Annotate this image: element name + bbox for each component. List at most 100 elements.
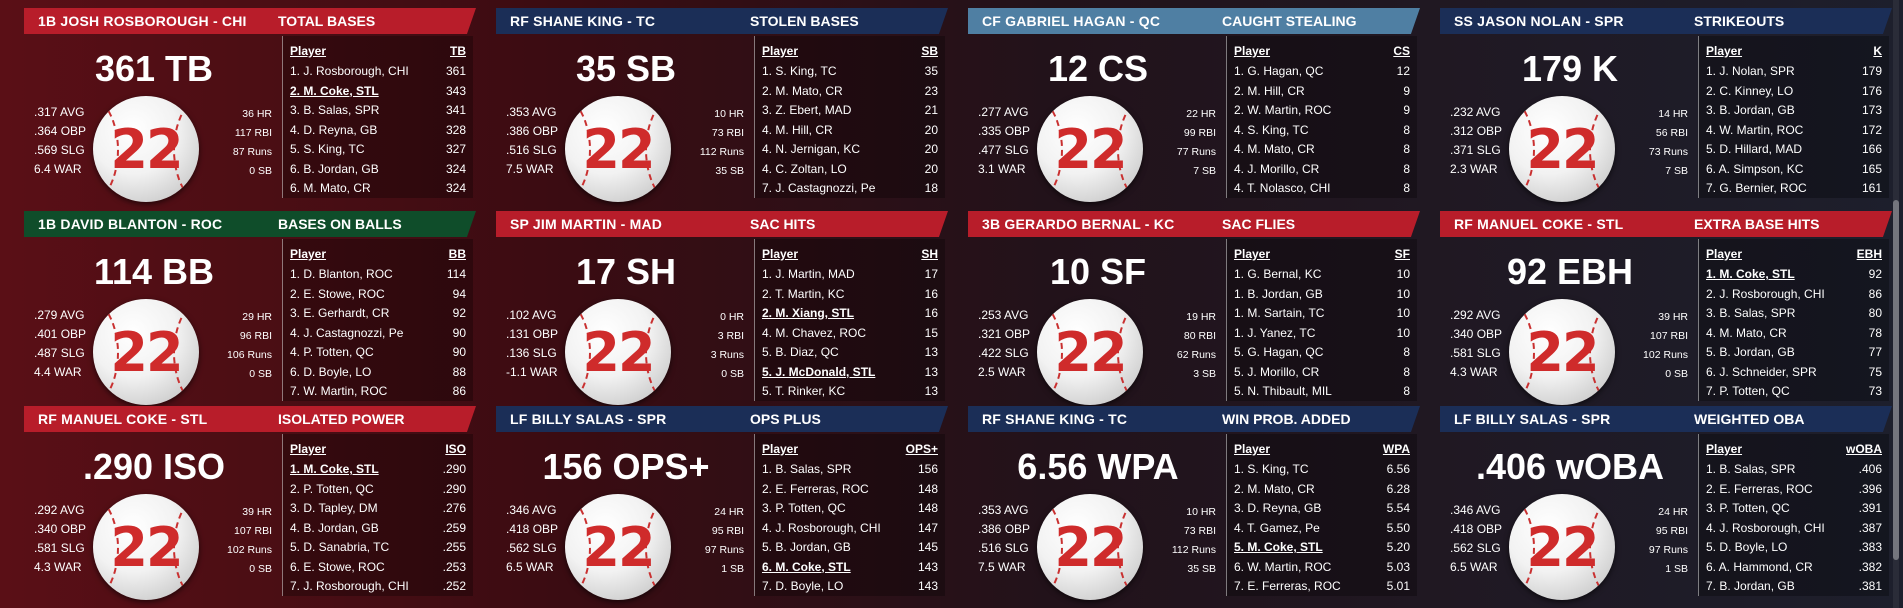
table-row[interactable]: 5. T. Rinker, KC 13 (762, 382, 938, 402)
leader-name[interactable]: SS JASON NOLAN - SPR (1454, 13, 1624, 29)
table-row[interactable]: 2. E. Ferreras, ROC 148 (762, 480, 938, 500)
table-row[interactable]: 4. W. Martin, ROC 172 (1706, 121, 1882, 141)
table-row[interactable]: 7. W. Martin, ROC 86 (290, 382, 466, 402)
table-row[interactable]: 7. D. Boyle, LO 143 (762, 577, 938, 597)
table-row[interactable]: 2. E. Ferreras, ROC .396 (1706, 480, 1882, 500)
table-row[interactable]: 4. S. King, TC 8 (1234, 121, 1410, 141)
leader-card[interactable]: 3B GERARDO BERNAL - KC SAC FLIES 10 SF .… (968, 211, 1420, 405)
table-row[interactable]: 2. J. Rosborough, CHI 86 (1706, 285, 1882, 305)
table-row[interactable]: 1. M. Coke, STL 92 (1706, 265, 1882, 285)
stat-column-header[interactable]: TB (450, 44, 466, 58)
table-row[interactable]: 7. J. Rosborough, CHI .252 (290, 577, 466, 597)
leader-card[interactable]: RF MANUEL COKE - STL EXTRA BASE HITS 92 … (1440, 211, 1892, 405)
player-column-header[interactable]: Player (1706, 247, 1743, 261)
table-row[interactable]: 1. J. Yanez, TC 10 (1234, 324, 1410, 344)
table-row[interactable]: 6. M. Mato, CR 324 (290, 179, 466, 199)
table-row[interactable]: 4. C. Zoltan, LO 20 (762, 160, 938, 180)
table-row[interactable]: 6. D. Boyle, LO 88 (290, 363, 466, 383)
table-row[interactable]: 3. B. Salas, SPR 80 (1706, 304, 1882, 324)
table-row[interactable]: 1. B. Salas, SPR 156 (762, 460, 938, 480)
table-row[interactable]: 2. C. Kinney, LO 176 (1706, 82, 1882, 102)
row-player[interactable]: 6. M. Coke, STL (762, 559, 851, 574)
table-row[interactable]: 2. M. Xiang, STL 16 (762, 304, 938, 324)
row-player[interactable]: 1. M. Coke, STL (290, 462, 379, 476)
table-row[interactable]: 4. D. Reyna, GB 328 (290, 121, 466, 141)
player-column-header[interactable]: Player (1234, 442, 1271, 456)
stat-column-header[interactable]: SB (921, 44, 938, 58)
leader-name[interactable]: CF GABRIEL HAGAN - QC (982, 13, 1161, 29)
player-column-header[interactable]: Player (1234, 247, 1271, 261)
table-row[interactable]: 7. P. Totten, QC 73 (1706, 382, 1882, 402)
leader-card[interactable]: CF GABRIEL HAGAN - QC CAUGHT STEALING 12… (968, 8, 1420, 202)
leader-card[interactable]: LF BILLY SALAS - SPR OPS PLUS 156 OPS+ .… (496, 406, 948, 600)
row-player[interactable]: 5. J. McDonald, STL (762, 364, 876, 379)
player-column-header[interactable]: Player (290, 247, 327, 261)
table-row[interactable]: 5. J. Morillo, CR 8 (1234, 363, 1410, 383)
player-column-header[interactable]: Player (762, 442, 799, 456)
leader-card[interactable]: RF SHANE KING - TC WIN PROB. ADDED 6.56 … (968, 406, 1420, 600)
row-player[interactable]: 2. M. Xiang, STL (762, 306, 855, 320)
stat-column-header[interactable]: OPS+ (905, 442, 938, 456)
table-row[interactable]: 2. T. Martin, KC 16 (762, 285, 938, 305)
table-row[interactable]: 5. J. McDonald, STL 13 (762, 363, 938, 383)
table-row[interactable]: 5. D. Boyle, LO .383 (1706, 538, 1882, 558)
table-row[interactable]: 3. E. Gerhardt, CR 92 (290, 304, 466, 324)
table-row[interactable]: 5. B. Diaz, QC 13 (762, 343, 938, 363)
leader-card[interactable]: 1B DAVID BLANTON - ROC BASES ON BALLS 11… (24, 211, 476, 405)
table-row[interactable]: 4. J. Rosborough, CHI 147 (762, 519, 938, 539)
table-row[interactable]: 4. M. Hill, CR 20 (762, 121, 938, 141)
table-row[interactable]: 1. B. Salas, SPR .406 (1706, 460, 1882, 480)
stat-column-header[interactable]: wOBA (1846, 442, 1882, 456)
table-row[interactable]: 2. E. Stowe, ROC 94 (290, 285, 466, 305)
table-row[interactable]: 3. P. Totten, QC 148 (762, 499, 938, 519)
row-player[interactable]: 1. M. Coke, STL (1706, 267, 1795, 281)
table-row[interactable]: 2. M. Mato, CR 6.28 (1234, 480, 1410, 500)
table-row[interactable]: 6. J. Schneider, SPR 75 (1706, 363, 1882, 383)
table-row[interactable]: 4. M. Mato, CR 78 (1706, 324, 1882, 344)
table-row[interactable]: 5. B. Jordan, GB 145 (762, 538, 938, 558)
table-row[interactable]: 1. B. Jordan, GB 10 (1234, 285, 1410, 305)
table-row[interactable]: 1. M. Sartain, TC 10 (1234, 304, 1410, 324)
leader-card[interactable]: RF MANUEL COKE - STL ISOLATED POWER .290… (24, 406, 476, 600)
table-row[interactable]: 3. D. Tapley, DM .276 (290, 499, 466, 519)
table-row[interactable]: 1. J. Rosborough, CHI 361 (290, 62, 466, 82)
scrollbar-track[interactable] (1893, 0, 1899, 608)
row-player[interactable]: 2. M. Coke, STL (290, 83, 379, 98)
leader-card[interactable]: LF BILLY SALAS - SPR WEIGHTED OBA .406 w… (1440, 406, 1892, 600)
table-row[interactable]: 1. D. Blanton, ROC 114 (290, 265, 466, 285)
table-row[interactable]: 5. S. King, TC 327 (290, 140, 466, 160)
table-row[interactable]: 7. J. Castagnozzi, Pe 18 (762, 179, 938, 199)
table-row[interactable]: 7. G. Bernier, ROC 161 (1706, 179, 1882, 199)
table-row[interactable]: 6. A. Hammond, CR .382 (1706, 558, 1882, 578)
table-row[interactable]: 3. B. Salas, SPR 341 (290, 101, 466, 121)
stat-column-header[interactable]: ISO (445, 442, 466, 456)
table-row[interactable]: 1. S. King, TC 6.56 (1234, 460, 1410, 480)
table-row[interactable]: 5. D. Hillard, MAD 166 (1706, 140, 1882, 160)
stat-column-header[interactable]: BB (448, 247, 466, 261)
row-player[interactable]: 5. M. Coke, STL (1234, 540, 1323, 554)
table-row[interactable]: 5. D. Sanabria, TC .255 (290, 538, 466, 558)
table-row[interactable]: 4. J. Castagnozzi, Pe 90 (290, 324, 466, 344)
leader-name[interactable]: 3B GERARDO BERNAL - KC (982, 216, 1175, 232)
table-row[interactable]: 1. J. Martin, MAD 17 (762, 265, 938, 285)
table-row[interactable]: 3. Z. Ebert, MAD 21 (762, 101, 938, 121)
table-row[interactable]: 2. P. Totten, QC .290 (290, 480, 466, 500)
table-row[interactable]: 3. P. Totten, QC .391 (1706, 499, 1882, 519)
table-row[interactable]: 4. M. Chavez, ROC 15 (762, 324, 938, 344)
table-row[interactable]: 2. M. Mato, CR 23 (762, 82, 938, 102)
table-row[interactable]: 1. S. King, TC 35 (762, 62, 938, 82)
player-column-header[interactable]: Player (290, 44, 327, 58)
table-row[interactable]: 2. M. Coke, STL 343 (290, 82, 466, 102)
leader-name[interactable]: 1B DAVID BLANTON - ROC (38, 216, 223, 232)
leader-name[interactable]: RF MANUEL COKE - STL (38, 411, 208, 427)
table-row[interactable]: 6. A. Simpson, KC 165 (1706, 160, 1882, 180)
table-row[interactable]: 6. B. Jordan, GB 324 (290, 160, 466, 180)
scrollbar-thumb[interactable] (1893, 200, 1899, 560)
leader-card[interactable]: SP JIM MARTIN - MAD SAC HITS 17 SH .102 … (496, 211, 948, 405)
table-row[interactable]: 7. E. Ferreras, ROC 5.01 (1234, 577, 1410, 597)
table-row[interactable]: 1. G. Hagan, QC 12 (1234, 62, 1410, 82)
stat-column-header[interactable]: SF (1394, 247, 1410, 261)
table-row[interactable]: 7. B. Jordan, GB .381 (1706, 577, 1882, 597)
table-row[interactable]: 4. P. Totten, QC 90 (290, 343, 466, 363)
table-row[interactable]: 1. G. Bernal, KC 10 (1234, 265, 1410, 285)
